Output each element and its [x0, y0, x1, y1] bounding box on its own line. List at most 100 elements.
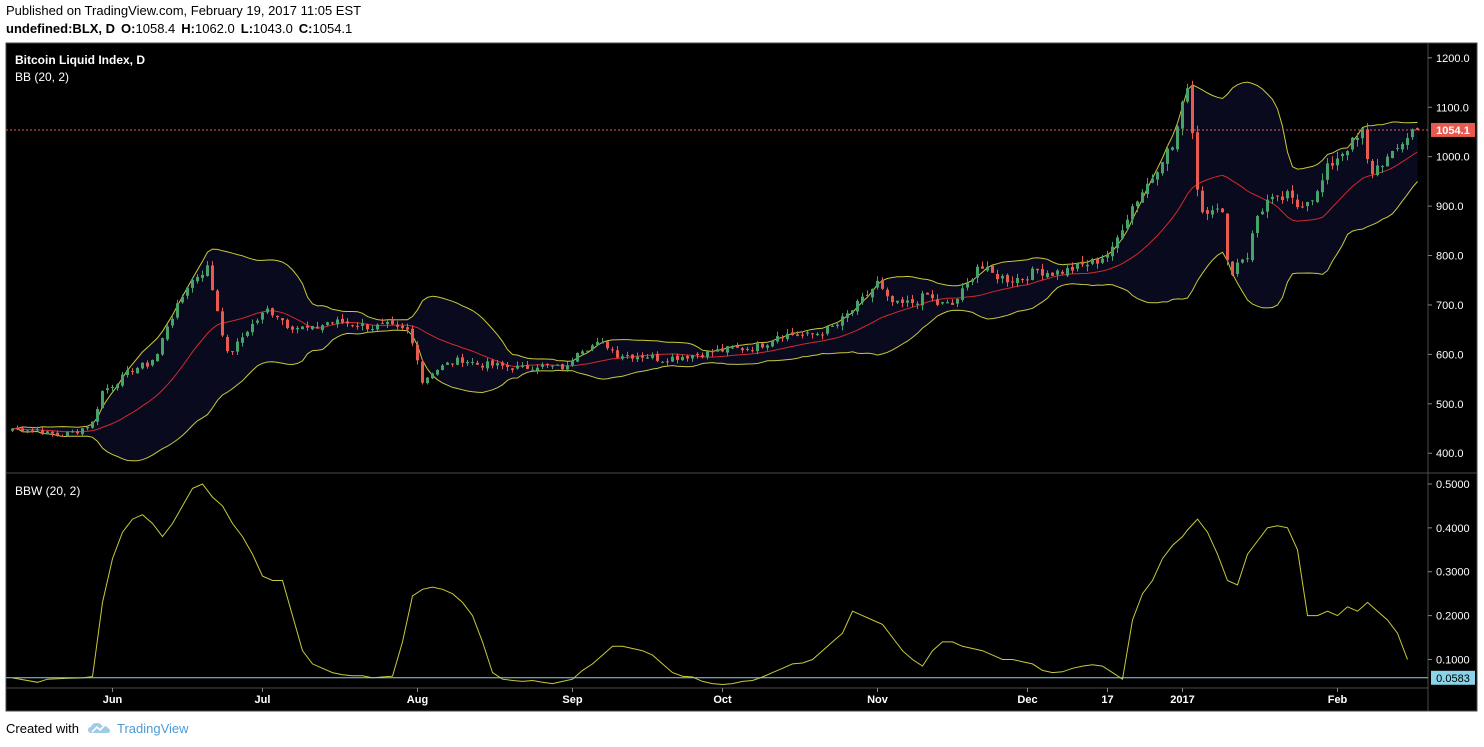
candle-body[interactable] — [356, 325, 359, 327]
candle-body[interactable] — [911, 299, 914, 304]
candle-body[interactable] — [596, 341, 599, 345]
candle-body[interactable] — [511, 368, 514, 370]
candle-body[interactable] — [366, 324, 369, 330]
candle-body[interactable] — [621, 356, 624, 359]
candle-body[interactable] — [216, 290, 219, 312]
candle-body[interactable] — [336, 319, 339, 325]
candle-body[interactable] — [496, 363, 499, 366]
candle-body[interactable] — [661, 361, 664, 363]
candle-body[interactable] — [166, 326, 169, 340]
candle-body[interactable] — [1221, 208, 1224, 213]
candle-body[interactable] — [1061, 271, 1064, 274]
candle-body[interactable] — [541, 364, 544, 367]
candle-body[interactable] — [531, 369, 534, 371]
candle-body[interactable] — [866, 295, 869, 297]
candle-body[interactable] — [1101, 258, 1104, 263]
candle-body[interactable] — [1371, 160, 1374, 175]
candle-body[interactable] — [726, 346, 729, 353]
candle-body[interactable] — [131, 371, 134, 373]
candle-body[interactable] — [501, 362, 504, 366]
candle-body[interactable] — [641, 355, 644, 358]
candle-body[interactable] — [41, 430, 44, 434]
candle-body[interactable] — [271, 308, 274, 316]
candle-body[interactable] — [721, 348, 724, 352]
candle-body[interactable] — [996, 274, 999, 280]
candle-body[interactable] — [286, 319, 289, 329]
candle-body[interactable] — [921, 293, 924, 306]
candle-body[interactable] — [591, 345, 594, 350]
candle-body[interactable] — [1376, 165, 1379, 176]
candle-body[interactable] — [1191, 85, 1194, 134]
candle-body[interactable] — [371, 329, 374, 331]
candle-body[interactable] — [786, 333, 789, 340]
candle-body[interactable] — [1131, 206, 1134, 220]
candle-body[interactable] — [276, 315, 279, 318]
candle-body[interactable] — [56, 432, 59, 435]
candle-body[interactable] — [1286, 191, 1289, 199]
candle-body[interactable] — [736, 346, 739, 348]
candle-body[interactable] — [1341, 153, 1344, 157]
candle-body[interactable] — [86, 426, 89, 429]
candle-body[interactable] — [221, 311, 224, 336]
candle-body[interactable] — [471, 361, 474, 364]
candle-body[interactable] — [141, 362, 144, 369]
candle-body[interactable] — [226, 336, 229, 352]
candle-body[interactable] — [191, 279, 194, 288]
candle-body[interactable] — [101, 391, 104, 409]
candle-body[interactable] — [666, 361, 669, 363]
candle-body[interactable] — [1111, 246, 1114, 257]
candle-body[interactable] — [711, 351, 714, 353]
candle-body[interactable] — [106, 388, 109, 391]
candle-body[interactable] — [196, 276, 199, 282]
candle-body[interactable] — [581, 351, 584, 354]
candle-body[interactable] — [686, 355, 689, 359]
candle-body[interactable] — [126, 370, 129, 375]
candle-body[interactable] — [706, 350, 709, 358]
candle-body[interactable] — [811, 333, 814, 335]
candle-body[interactable] — [431, 373, 434, 379]
candle-body[interactable] — [76, 431, 79, 434]
candle-body[interactable] — [601, 342, 604, 344]
candle-body[interactable] — [616, 350, 619, 358]
candle-body[interactable] — [586, 350, 589, 352]
candle-body[interactable] — [1076, 263, 1079, 269]
candle-body[interactable] — [156, 354, 159, 362]
candle-body[interactable] — [416, 344, 419, 361]
candle-body[interactable] — [1316, 191, 1319, 203]
candle-body[interactable] — [521, 365, 524, 367]
candle-body[interactable] — [451, 363, 454, 365]
candle-body[interactable] — [1216, 208, 1219, 210]
candle-body[interactable] — [881, 279, 884, 289]
candle-body[interactable] — [1411, 129, 1414, 138]
candle-body[interactable] — [91, 421, 94, 428]
candle-body[interactable] — [181, 296, 184, 303]
candle-body[interactable] — [791, 332, 794, 336]
candle-body[interactable] — [21, 428, 24, 432]
candle-body[interactable] — [1301, 206, 1304, 208]
candle-body[interactable] — [761, 343, 764, 348]
candle-body[interactable] — [701, 355, 704, 358]
candle-body[interactable] — [341, 318, 344, 323]
candle-body[interactable] — [651, 354, 654, 358]
candle-body[interactable] — [231, 351, 234, 353]
candle-body[interactable] — [1071, 266, 1074, 271]
candle-body[interactable] — [1271, 196, 1274, 200]
candle-body[interactable] — [1016, 278, 1019, 284]
candle-body[interactable] — [646, 357, 649, 359]
candle-body[interactable] — [1056, 270, 1059, 275]
candle-body[interactable] — [1336, 158, 1339, 166]
candle-body[interactable] — [821, 334, 824, 336]
candle-body[interactable] — [1291, 190, 1294, 198]
candle-body[interactable] — [61, 435, 64, 437]
candle-body[interactable] — [426, 377, 429, 384]
candle-body[interactable] — [391, 320, 394, 325]
candle-body[interactable] — [441, 365, 444, 370]
candle-body[interactable] — [386, 321, 389, 324]
candle-body[interactable] — [536, 367, 539, 371]
candle-body[interactable] — [326, 322, 329, 325]
candle-body[interactable] — [1121, 230, 1124, 239]
candle-body[interactable] — [456, 357, 459, 365]
candle-body[interactable] — [981, 266, 984, 269]
candle-body[interactable] — [296, 327, 299, 330]
candle-body[interactable] — [896, 300, 899, 303]
